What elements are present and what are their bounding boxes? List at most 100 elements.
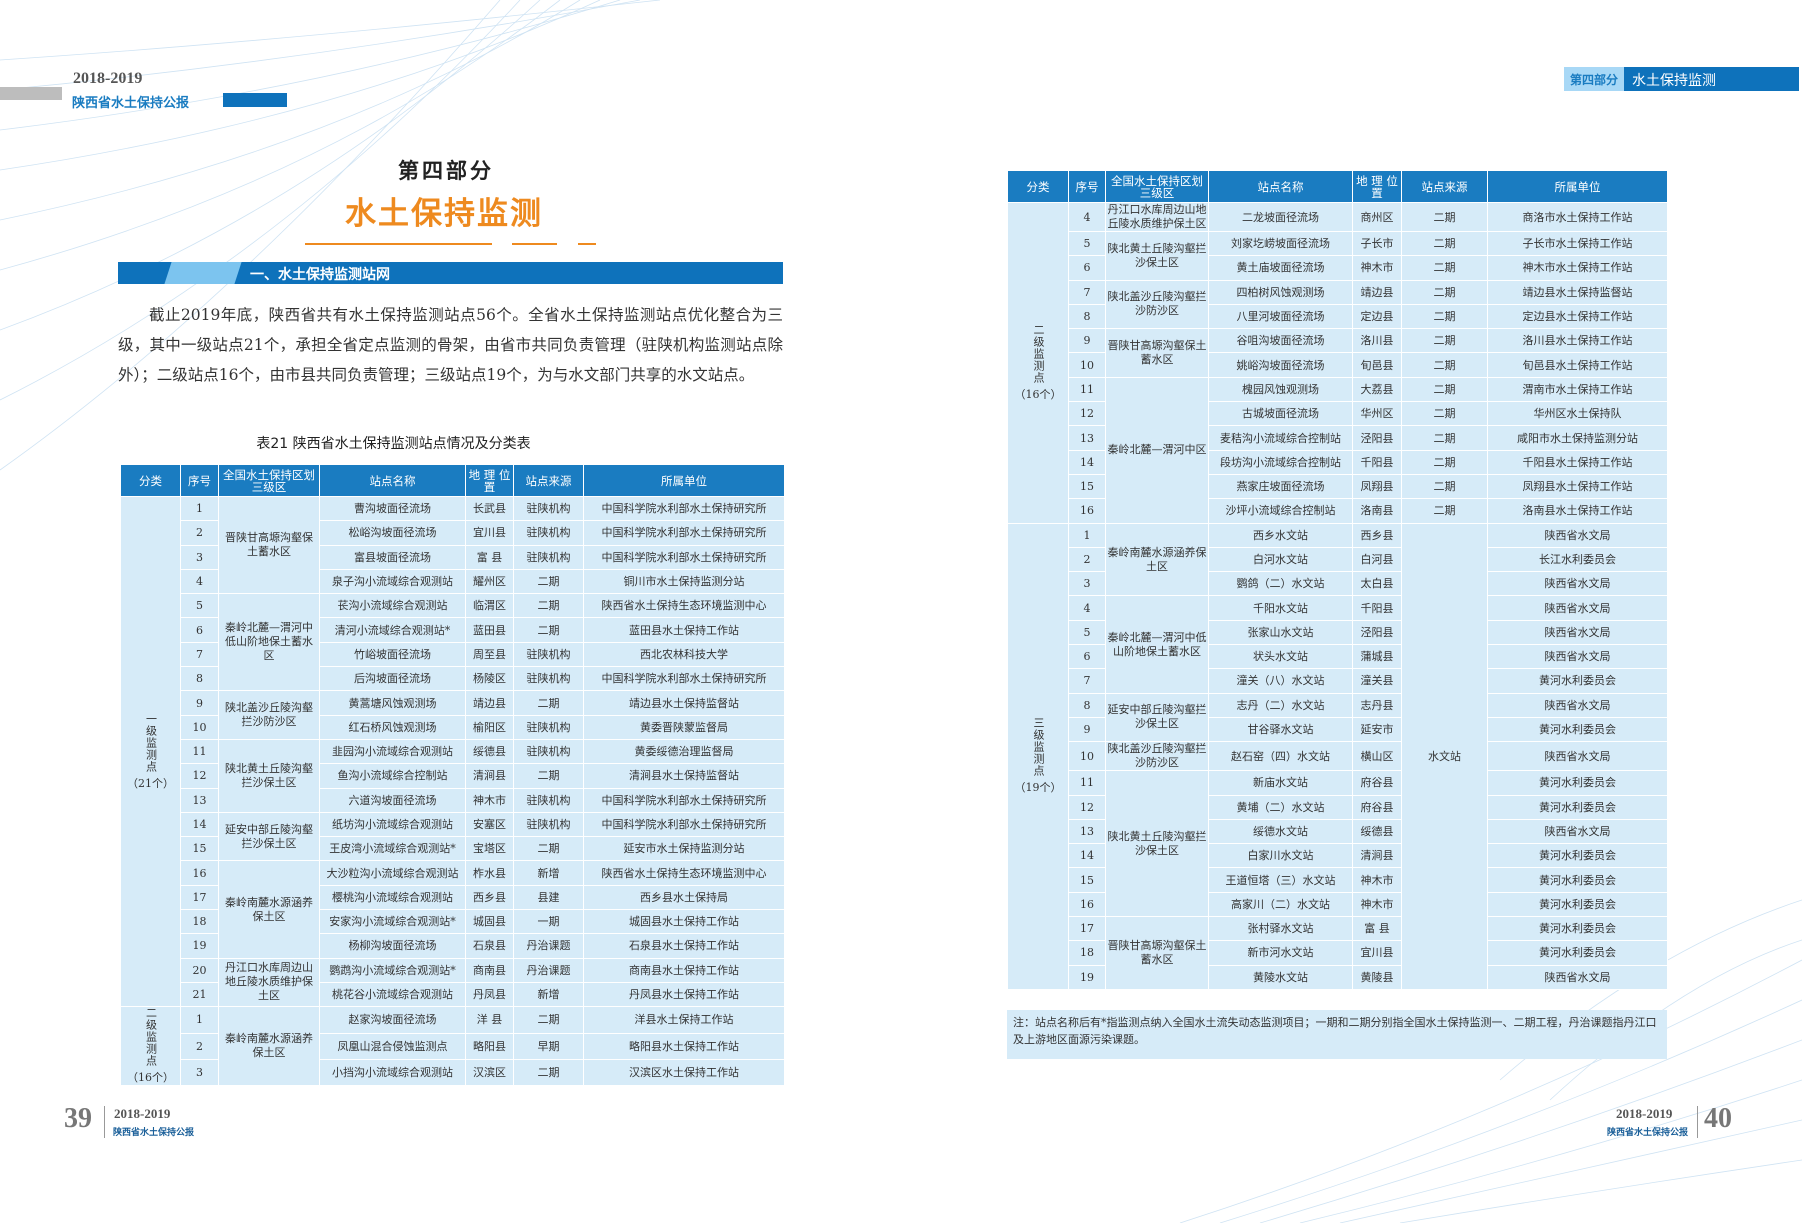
station-name: 松峪沟坡面径流场 — [319, 520, 466, 546]
station-source: 驻陕机构 — [513, 738, 584, 765]
station-location: 丹凤县 — [465, 981, 514, 1008]
table-row: 9 陕北盖沙丘陵沟壑拦沙防沙区 黄蒿塘风蚀观测场 靖边县 二期 靖边县水土保持监督站 — [121, 690, 785, 740]
station-source: 驻陕机构 — [513, 520, 584, 546]
station-number: 11 — [1068, 376, 1106, 403]
table-row: 9 晋陕甘高塬沟壑保土蓄水区 谷咀沟坡面径流场 洛川县 二期 洛川县水土保持工作站 — [1008, 328, 1668, 378]
footer-years-right: 2018-2019 — [1616, 1106, 1673, 1121]
station-number: 6 — [1068, 255, 1106, 281]
category-count: （19个） — [1014, 781, 1062, 795]
zone-name: 陕北黄土丘陵沟壑拦沙保土区 — [1105, 770, 1209, 918]
column-header: 所属单位 — [583, 464, 785, 497]
table-row: 6 黄土庙坡面径流场 神木市 二期 神木市水土保持工作站 — [1008, 255, 1668, 281]
station-number: 15 — [1068, 473, 1106, 500]
station-name: 八里河坡面径流场 — [1208, 303, 1353, 330]
station-unit: 西北农林科技大学 — [583, 641, 785, 668]
table-row: 4 秦岭北麓—渭河中低山阶地保土蓄水区 千阳水文站 千阳县 陕西省水文局 — [1008, 595, 1668, 694]
column-header: 全国水土保持区划三级区 — [218, 464, 320, 497]
station-number: 10 — [180, 714, 219, 740]
zone-name: 陕北黄土丘陵沟壑拦沙保土区 — [218, 738, 320, 813]
table-note: 注：站点名称后有*指监测点纳入全国水土流失动态监测项目；一期和二期分别指全国水土… — [1007, 1010, 1667, 1059]
station-name: 纸坊沟小流域综合观测站 — [319, 811, 466, 838]
table-row: 12 鱼沟小流域综合控制站 清涧县 二期 清涧县水土保持监督站 — [121, 763, 785, 789]
table-header-row: 分类 序号 全国水土保持区划三级区 站点名称地 理 位 置站点来源 所属单位 — [120, 464, 785, 497]
station-name: 新庙水文站 — [1208, 770, 1353, 796]
page-number-right: 40 — [1704, 1103, 1732, 1134]
table-row: 14 段坊沟小流域综合控制站 千阳县 二期 千阳县水土保持工作站 — [1008, 449, 1668, 475]
category-count: （21个） — [127, 776, 174, 790]
station-location: 横山区 — [1352, 741, 1402, 772]
zone-name: 秦岭北麓—渭河中低山阶地保土蓄水区 — [218, 593, 320, 692]
category-label: 一级监测点 — [144, 712, 158, 773]
station-number: 9 — [1068, 716, 1106, 743]
table-row: 12 古城坡面径流场 华州区 二期 华州区水土保持队 — [1008, 401, 1668, 427]
station-unit: 中国科学院水利部水土保持研究所 — [583, 666, 785, 692]
station-name: 谷咀沟坡面径流场 — [1208, 328, 1353, 354]
station-name: 大沙粒沟小流域综合观测站 — [319, 860, 466, 886]
station-location: 府谷县 — [1352, 794, 1402, 820]
station-location: 黄陵县 — [1352, 964, 1402, 990]
table-row: 三级监测点 （19个） 1 秦岭南麓水源涵养保土区 西乡水文站 西乡县 水文站 陕西省水文局 — [1007, 522, 1668, 990]
column-header: 分类 — [120, 464, 181, 497]
station-unit: 靖边县水土保持监督站 — [583, 690, 785, 716]
station-source: 二期 — [513, 836, 584, 862]
table-row: 2 凤凰山混合侵蚀监测点 略阳县 早期 略阳县水土保持工作站 — [121, 1032, 785, 1060]
table-row: 8 八里河坡面径流场 定边县 二期 定边县水土保持工作站 — [1008, 303, 1668, 330]
station-unit: 陕西省水文局 — [1487, 964, 1668, 990]
station-number: 1 — [180, 1006, 219, 1034]
zone-name: 陕北盖沙丘陵沟壑拦沙防沙区 — [218, 690, 320, 740]
station-number: 13 — [1068, 425, 1106, 451]
table-row: 16 秦岭南麓水源涵养保土区 大沙粒沟小流域综合观测站 柞水县 新增 陕西省水土保持生态环… — [121, 860, 785, 959]
station-name: 赵石窑（四）水文站 — [1208, 741, 1353, 772]
station-name: 鱼沟小流域综合控制站 — [319, 763, 466, 789]
station-unit: 黄委绥德治理监督局 — [583, 738, 785, 765]
station-name: 志丹（二）水文站 — [1208, 692, 1353, 718]
station-name: 泉子沟小流域综合观测站 — [319, 568, 466, 595]
station-unit: 商洛市水土保持工作站 — [1487, 202, 1668, 232]
table-row: 18 安家沟小流域综合观测站* 城固县 一期 城固县水土保持工作站 — [121, 909, 785, 935]
station-unit: 洋县水土保持工作站 — [583, 1006, 785, 1034]
station-unit: 陕西省水文局 — [1487, 644, 1668, 670]
footer-divider — [104, 1106, 105, 1138]
station-location: 西乡县 — [1352, 522, 1402, 548]
station-name: 富县坡面径流场 — [319, 544, 466, 570]
badge-part: 第四部分 — [1564, 67, 1625, 91]
station-location: 神木市 — [1352, 891, 1402, 918]
table-row: 二级监测点 （16个） 1 秦岭南麓水源涵养保土区 赵家沟坡面径流场洋 县二期 洋县水土保… — [120, 1006, 785, 1087]
table-row: 20 丹江口水库周边山地丘陵水质维护保土区 鹦鹉沟小流域综合观测站* 商南县 丹治课题商… — [121, 957, 785, 1008]
section-badge: 第四部分 水土保持监测 — [1564, 67, 1800, 91]
station-source: 二期 — [1401, 401, 1488, 427]
table-row: 一级监测点 （21个） 1 晋陕甘高塬沟壑保土蓄水区 曹沟坡面径流场 长武县 驻陕机构 中国科… — [120, 495, 785, 1008]
station-unit: 陕西省水文局 — [1487, 595, 1668, 621]
station-source: 二期 — [513, 690, 584, 716]
station-unit: 黄河水利委员会 — [1487, 770, 1668, 796]
station-source: 早期 — [513, 1032, 584, 1060]
zone-name: 陕北盖沙丘陵沟壑拦沙防沙区 — [1105, 279, 1209, 330]
station-location: 潼关县 — [1352, 668, 1402, 694]
station-name: 黄蒿塘风蚀观测场 — [319, 690, 466, 716]
part-title: 水土保持监测 — [345, 196, 543, 232]
station-unit: 定边县水土保持工作站 — [1487, 303, 1668, 330]
header-gray-bar — [0, 87, 62, 100]
column-header: 序号 — [180, 464, 219, 497]
station-location: 神木市 — [1352, 867, 1402, 893]
station-name: 王皮湾小流域综合观测站* — [319, 836, 466, 862]
station-unit: 中国科学院水利部水土保持研究所 — [583, 787, 785, 813]
station-unit: 陕西省水文局 — [1487, 571, 1668, 597]
station-number: 16 — [180, 860, 219, 886]
station-number: 17 — [180, 884, 219, 911]
column-header: 地 理 位 置 — [465, 464, 514, 497]
table-header-row: 分类 序号 全国水土保持区划三级区 站点名称地 理 位 置站点来源 所属单位 — [1007, 170, 1668, 203]
station-location: 华州区 — [1352, 401, 1402, 427]
station-location: 榆阳区 — [465, 714, 514, 740]
station-number: 3 — [180, 1058, 219, 1087]
station-number: 7 — [1068, 668, 1106, 694]
station-unit: 旬邑县水土保持工作站 — [1487, 352, 1668, 378]
station-name: 姚峪沟坡面径流场 — [1208, 352, 1353, 378]
station-name: 黄土庙坡面径流场 — [1208, 255, 1353, 281]
station-unit: 渭南市水土保持工作站 — [1487, 376, 1668, 403]
table-row: 17 晋陕甘高塬沟壑保土蓄水区 张村驿水文站富 县黄河水利委员会 — [1008, 916, 1668, 990]
station-location: 宜川县 — [465, 520, 514, 546]
table-row: 5 陕北黄土丘陵沟壑拦沙保土区 刘家圪崂坡面径流场 子长市 二期 子长市水土保持工作站 — [1008, 230, 1668, 281]
category-cell: 一级监测点 （21个） — [120, 495, 181, 1008]
station-location: 清涧县 — [1352, 843, 1402, 869]
